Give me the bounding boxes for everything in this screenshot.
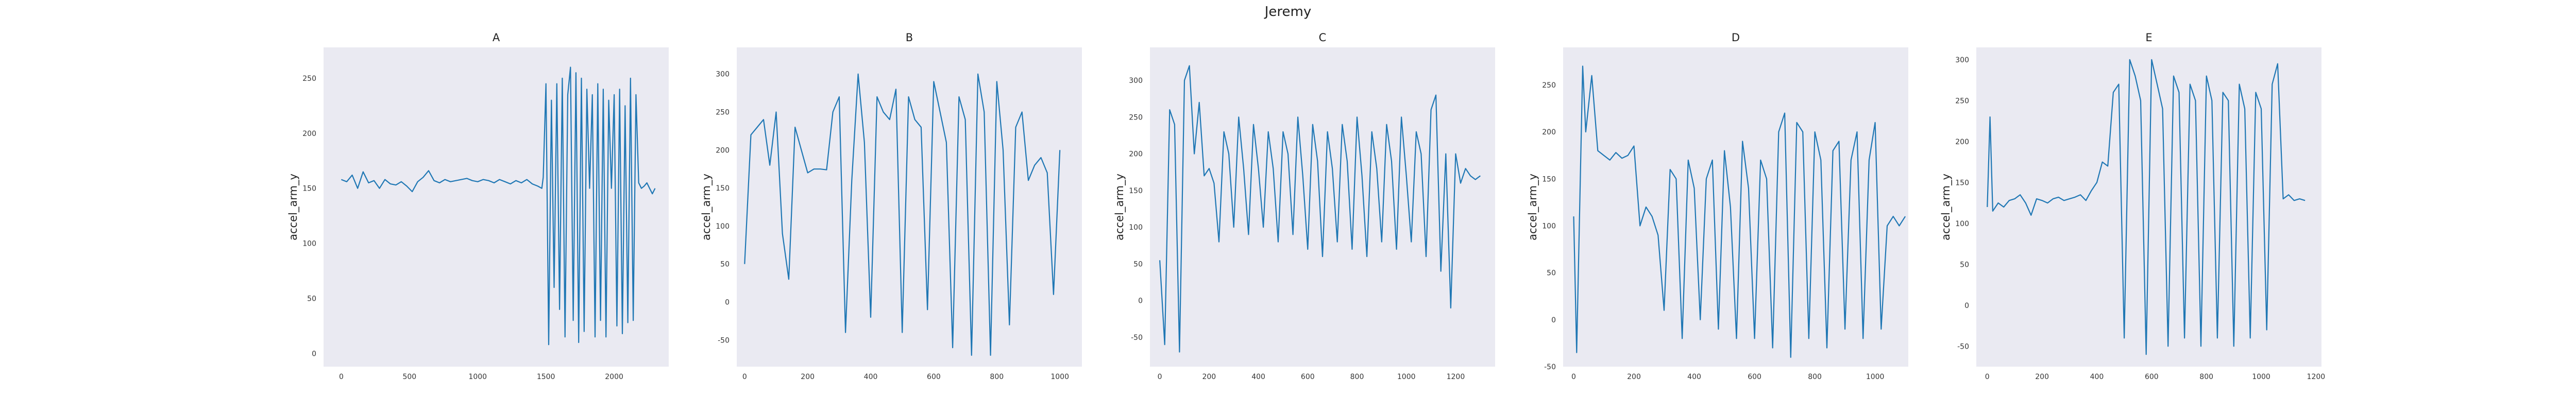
x-tick-label: 1000 bbox=[1866, 373, 1885, 381]
x-tick-label: 500 bbox=[402, 373, 416, 381]
y-axis-label: accel_arm_y bbox=[700, 174, 713, 241]
y-tick-label: 0 bbox=[312, 350, 316, 358]
x-tick-label: 400 bbox=[1251, 373, 1265, 381]
y-tick-label: 0 bbox=[725, 299, 730, 307]
x-tick-label: 200 bbox=[801, 373, 815, 381]
series-line bbox=[1573, 65, 1906, 358]
x-tick-label: 1000 bbox=[2252, 373, 2270, 381]
figure-title: Jeremy bbox=[1264, 4, 1312, 20]
x-tick-label: 800 bbox=[990, 373, 1004, 381]
x-tick-label: 200 bbox=[2035, 373, 2049, 381]
plot-area bbox=[1150, 47, 1495, 367]
y-tick-label: 100 bbox=[716, 222, 730, 231]
y-tick-label: 50 bbox=[1133, 260, 1143, 268]
y-tick-label: 50 bbox=[1960, 261, 1969, 269]
y-axis-label: accel_arm_y bbox=[287, 174, 300, 241]
x-tick-label: 600 bbox=[1301, 373, 1315, 381]
panel-title: E bbox=[2145, 31, 2152, 44]
y-tick-label: -50 bbox=[1544, 363, 1556, 371]
y-tick-label: -50 bbox=[1957, 342, 1969, 351]
x-tick-label: 600 bbox=[927, 373, 941, 381]
y-tick-label: 300 bbox=[1955, 56, 1969, 64]
y-tick-label: 100 bbox=[1542, 222, 1556, 230]
y-tick-label: 150 bbox=[1129, 187, 1143, 195]
y-tick-label: 200 bbox=[716, 146, 730, 154]
y-tick-label: 100 bbox=[1955, 220, 1969, 228]
x-tick-label: 0 bbox=[1158, 373, 1162, 381]
x-tick-label: 0 bbox=[339, 373, 344, 381]
plot-area bbox=[324, 47, 669, 367]
x-tick-label: 0 bbox=[742, 373, 747, 381]
series-line bbox=[1987, 59, 2306, 355]
x-tick-label: 600 bbox=[1748, 373, 1761, 381]
y-tick-label: 50 bbox=[720, 261, 730, 269]
y-tick-label: 250 bbox=[302, 75, 316, 83]
x-tick-label: 800 bbox=[2199, 373, 2213, 381]
y-tick-label: 150 bbox=[302, 185, 316, 193]
x-tick-label: 2000 bbox=[605, 373, 623, 381]
y-tick-label: 150 bbox=[1542, 175, 1556, 183]
x-tick-label: 200 bbox=[1627, 373, 1641, 381]
y-tick-label: 50 bbox=[307, 295, 316, 303]
x-tick-label: 1500 bbox=[537, 373, 555, 381]
series-line bbox=[1159, 65, 1481, 353]
y-tick-label: -50 bbox=[1131, 334, 1143, 342]
panel-title: B bbox=[906, 31, 913, 44]
series-line bbox=[341, 66, 656, 346]
x-tick-label: 1000 bbox=[1397, 373, 1416, 381]
x-tick-label: 1000 bbox=[468, 373, 487, 381]
y-tick-label: 100 bbox=[1129, 224, 1143, 232]
y-tick-label: 200 bbox=[1129, 150, 1143, 159]
x-tick-label: 0 bbox=[1571, 373, 1576, 381]
x-tick-label: 800 bbox=[1808, 373, 1822, 381]
y-tick-label: 50 bbox=[1547, 269, 1556, 278]
x-tick-label: 200 bbox=[1202, 373, 1216, 381]
series-line bbox=[744, 73, 1061, 356]
x-tick-label: 0 bbox=[1985, 373, 1990, 381]
y-tick-label: -50 bbox=[718, 336, 730, 345]
x-tick-label: 1000 bbox=[1050, 373, 1069, 381]
y-tick-label: 250 bbox=[716, 108, 730, 116]
panel-title: D bbox=[1732, 31, 1740, 44]
y-tick-label: 0 bbox=[1138, 297, 1143, 305]
plot-area bbox=[737, 47, 1082, 367]
y-tick-label: 300 bbox=[716, 71, 730, 79]
panel-title: A bbox=[493, 31, 500, 44]
x-tick-label: 1200 bbox=[2307, 373, 2326, 381]
y-axis-label: accel_arm_y bbox=[1527, 174, 1539, 241]
y-tick-label: 100 bbox=[302, 240, 316, 248]
x-tick-label: 400 bbox=[1687, 373, 1701, 381]
panel-title: C bbox=[1319, 31, 1327, 44]
y-tick-label: 150 bbox=[716, 184, 730, 193]
y-tick-label: 250 bbox=[1542, 81, 1556, 90]
x-tick-label: 400 bbox=[864, 373, 878, 381]
y-tick-label: 250 bbox=[1129, 113, 1143, 122]
y-tick-label: 200 bbox=[1955, 138, 1969, 146]
y-tick-label: 0 bbox=[1551, 316, 1556, 324]
y-tick-label: 200 bbox=[1542, 128, 1556, 136]
x-tick-label: 1200 bbox=[1447, 373, 1465, 381]
x-tick-label: 800 bbox=[1350, 373, 1364, 381]
y-tick-label: 150 bbox=[1955, 179, 1969, 187]
x-tick-label: 400 bbox=[2090, 373, 2104, 381]
x-tick-label: 600 bbox=[2145, 373, 2159, 381]
y-axis-label: accel_arm_y bbox=[1113, 174, 1126, 241]
y-tick-label: 300 bbox=[1129, 77, 1143, 85]
y-tick-label: 0 bbox=[1964, 302, 1969, 310]
y-axis-label: accel_arm_y bbox=[1940, 174, 1953, 241]
y-tick-label: 200 bbox=[302, 130, 316, 138]
y-tick-label: 250 bbox=[1955, 97, 1969, 105]
